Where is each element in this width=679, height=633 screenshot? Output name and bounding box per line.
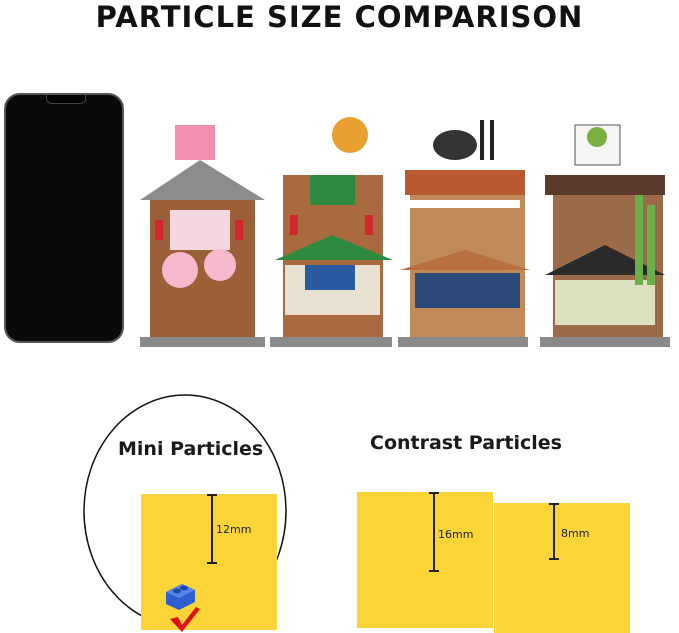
building-tea [540, 124, 670, 347]
phone-image [4, 93, 124, 343]
phone-notch [46, 95, 86, 104]
contrast-brick-16mm [357, 492, 493, 628]
blue-mini-brick [166, 584, 195, 610]
dimension-bar [549, 503, 559, 560]
small-size-label: 8mm [561, 527, 590, 540]
contrast-particles-title: Contrast Particles [370, 432, 562, 454]
buildings-image [140, 117, 670, 347]
building-blossom [140, 125, 265, 347]
check-mark-icon [170, 607, 200, 632]
mini-size-label: 12mm [216, 523, 252, 536]
contrast-brick-8mm [494, 503, 630, 633]
dimension-bar [207, 494, 217, 564]
building-bathhouse [270, 117, 393, 347]
mini-particles-title: Mini Particles [118, 438, 264, 460]
mini-brick-12mm [141, 494, 277, 630]
page-title: PARTICLE SIZE COMPARISON [95, 0, 584, 34]
large-size-label: 16mm [438, 528, 474, 541]
building-ramen [398, 120, 530, 347]
dimension-bar [429, 492, 439, 572]
